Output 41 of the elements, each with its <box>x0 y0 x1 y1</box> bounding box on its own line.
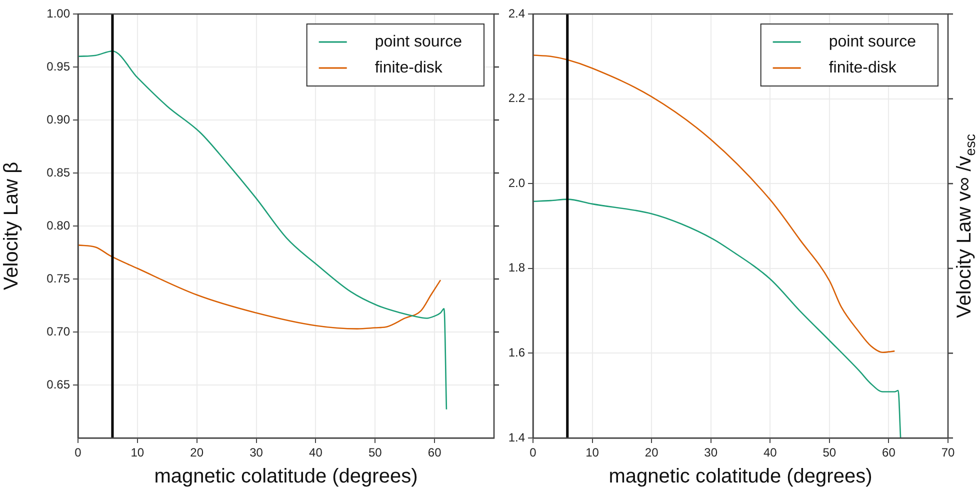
y-axis-title: Velocity Law β <box>0 162 23 290</box>
x-tick-label: 0 <box>530 446 537 460</box>
y-tick-label: 0.75 <box>46 271 70 286</box>
y-tick-label: 0.90 <box>46 112 70 126</box>
y-tick-label: 0.80 <box>46 218 70 232</box>
y-tick-label: 0.65 <box>46 377 70 392</box>
y-tick-label: 2.0 <box>508 176 526 190</box>
y2-axis-title: Velocity Law v∞ /vesc <box>954 134 978 318</box>
legend-label: point source <box>828 33 916 50</box>
line-series <box>78 244 442 330</box>
x-tick-label: 50 <box>822 446 836 460</box>
y-tick-label: 1.6 <box>508 346 526 360</box>
x-tick-label: 0 <box>74 446 82 460</box>
y-tick-label: 0.95 <box>46 59 70 74</box>
x-tick-label: 60 <box>882 446 896 460</box>
x-tick-label: 30 <box>250 446 264 460</box>
x-axis-title: magnetic colatitude (degrees) <box>608 466 872 488</box>
x-tick-label: 50 <box>368 446 382 460</box>
x-tick-label: 30 <box>704 446 718 460</box>
legend-label: finite-disk <box>374 59 444 76</box>
line-series <box>533 54 896 353</box>
y-tick-label: 1.00 <box>46 6 70 20</box>
y-tick-label: 0.85 <box>46 165 70 180</box>
line-series <box>78 50 448 410</box>
y-tick-label: 2.4 <box>508 6 526 20</box>
y-tick-label: 0.70 <box>46 324 70 338</box>
y-tick-label: 1.8 <box>508 260 526 275</box>
x-tick-label: 70 <box>941 446 955 460</box>
y-tick-label: 2.2 <box>508 91 526 106</box>
x-tick-label: 20 <box>190 446 204 460</box>
x-tick-label: 10 <box>130 446 144 460</box>
line-series <box>533 198 902 438</box>
x-tick-label: 20 <box>644 446 659 460</box>
legend-label: point source <box>374 33 462 50</box>
y-tick-label: 1.4 <box>508 430 526 444</box>
x-tick-label: 40 <box>309 446 323 460</box>
legend-label: finite-disk <box>828 59 898 76</box>
x-tick-label: 10 <box>586 446 600 460</box>
x-tick-label: 60 <box>428 446 442 460</box>
x-axis-title: magnetic colatitude (degrees) <box>154 466 418 488</box>
x-tick-label: 40 <box>763 446 778 460</box>
